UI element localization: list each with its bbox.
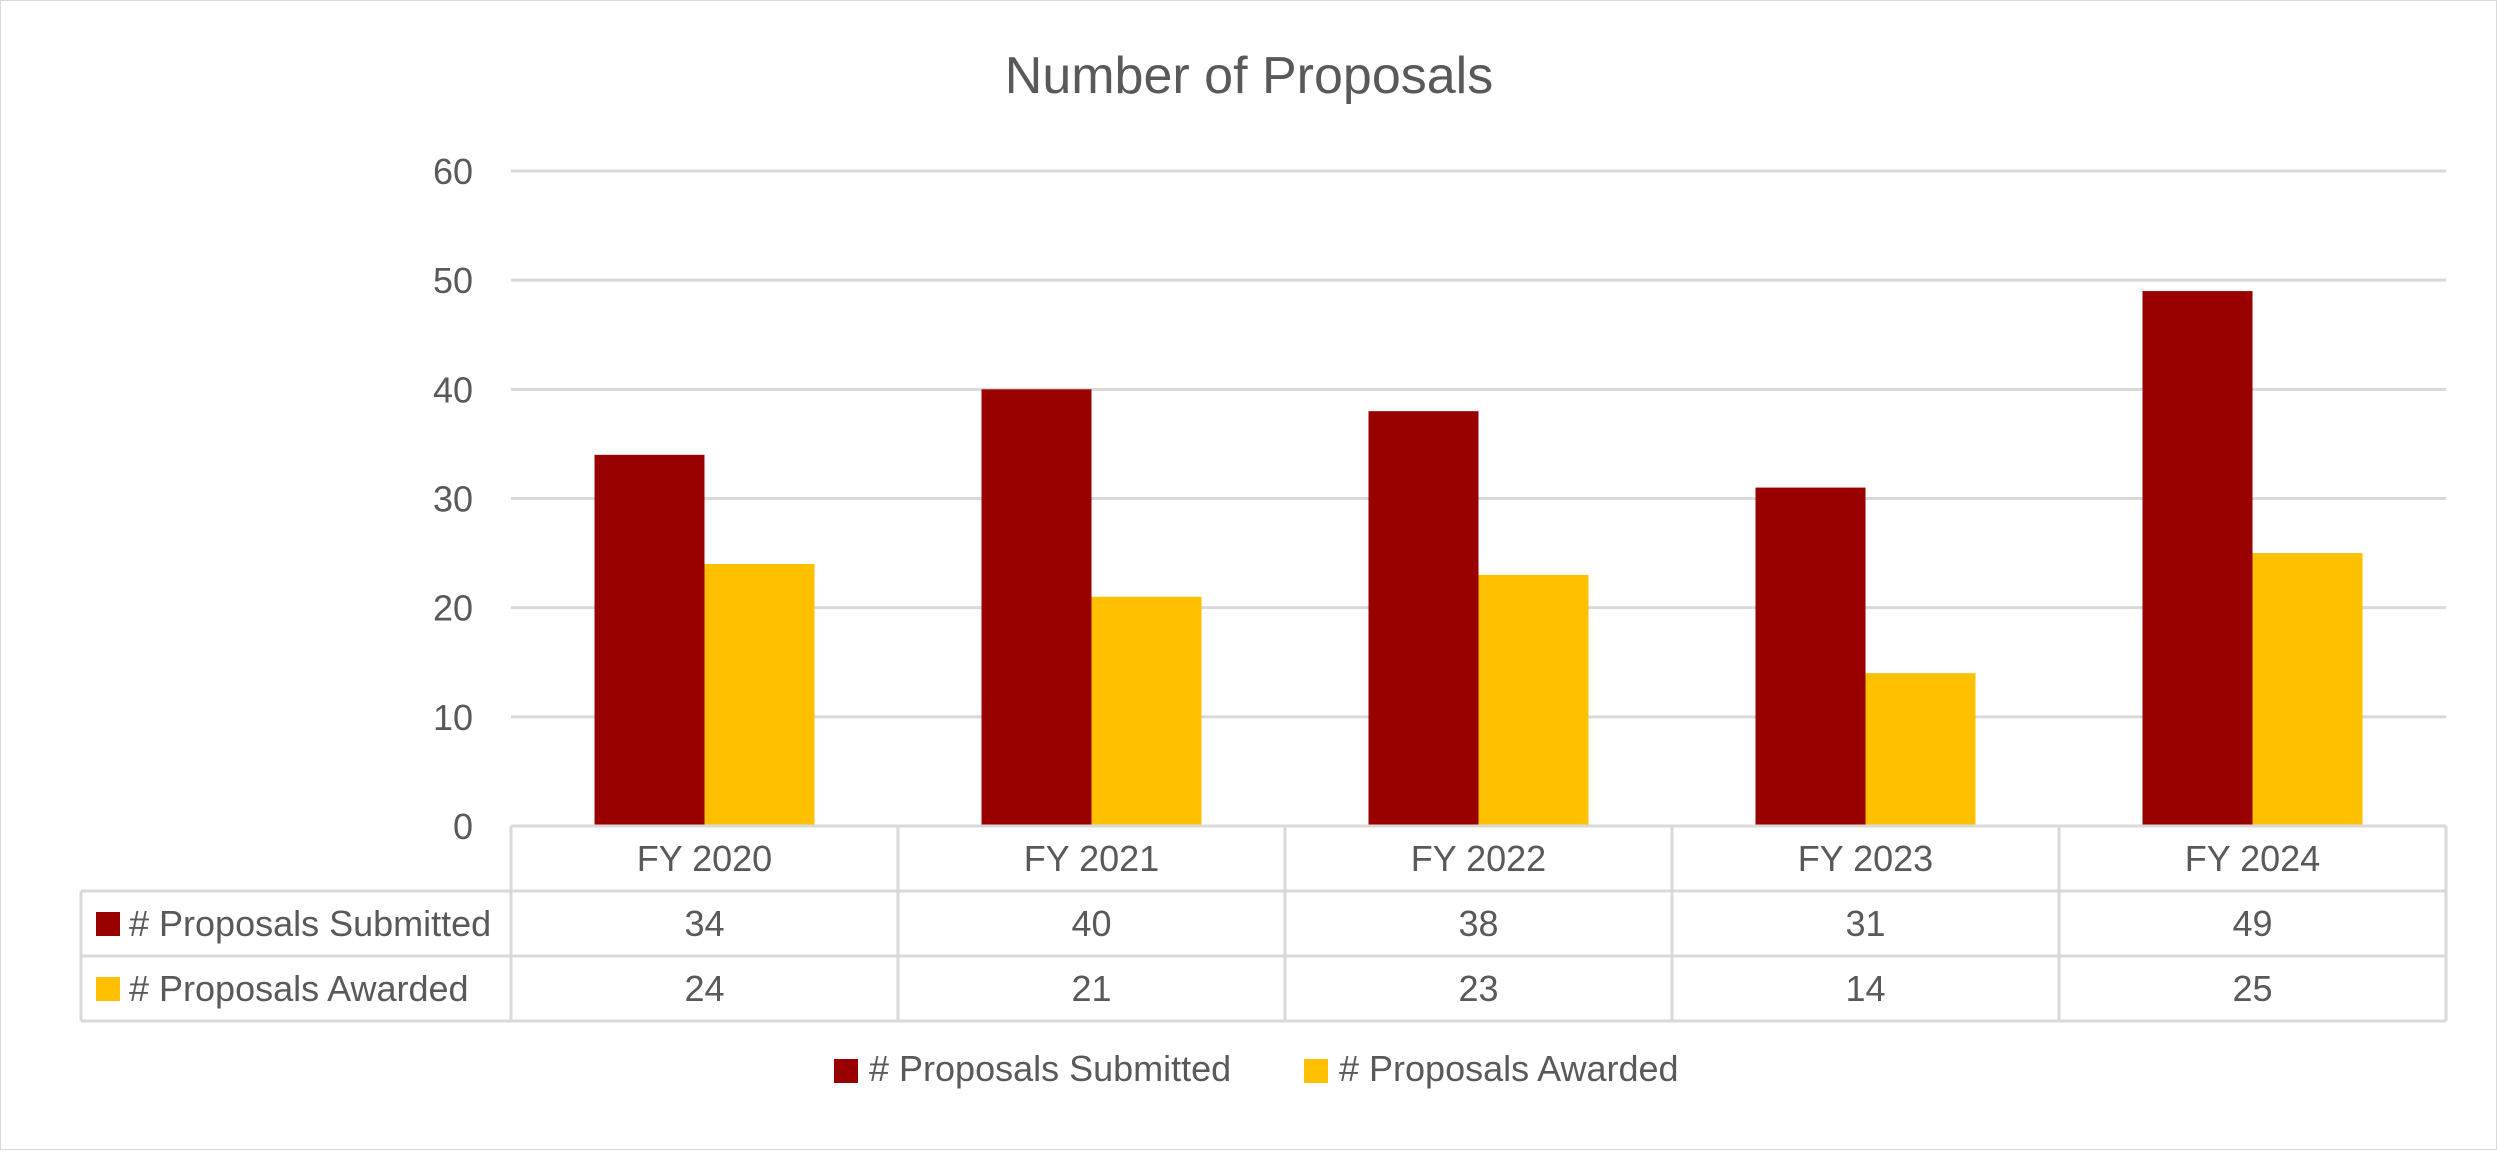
x-tick-label: FY 2020	[637, 838, 772, 879]
bar-awarded	[1091, 596, 1202, 826]
data-label: 14	[1845, 968, 1885, 1009]
y-tick-label: 40	[433, 369, 473, 410]
table-series-label: # Proposals Awarded	[129, 968, 469, 1009]
bar-awarded	[2252, 553, 2363, 826]
table-legend-swatch	[96, 912, 120, 936]
x-tick-label: FY 2023	[1798, 838, 1933, 879]
y-tick-label: 0	[453, 806, 473, 847]
data-label: 21	[1071, 968, 1111, 1009]
data-label: 31	[1845, 903, 1885, 944]
chart-title: Number of Proposals	[1005, 47, 1493, 105]
y-tick-label: 30	[433, 479, 473, 520]
table-legend-swatch	[96, 977, 120, 1001]
y-tick-label: 50	[433, 260, 473, 301]
x-tick-label: FY 2022	[1411, 838, 1546, 879]
legend: # Proposals Submitted # Proposals Awarded	[834, 1048, 1679, 1089]
bar-awarded	[1865, 673, 1976, 826]
data-label: 49	[2232, 903, 2272, 944]
data-label: 34	[684, 903, 724, 944]
y-tick-label: 60	[433, 151, 473, 192]
bar-submitted	[1755, 487, 1866, 826]
bar-awarded	[704, 564, 815, 826]
data-label: 40	[1071, 903, 1111, 944]
bars	[594, 291, 2363, 826]
legend-swatch	[834, 1059, 858, 1083]
y-tick-label: 20	[433, 588, 473, 629]
data-table: FY 2020 FY 2021 FY 2022 FY 2023 FY 2024 # Pro…	[79, 824, 2448, 1023]
bar-awarded	[1478, 574, 1589, 826]
y-tick-label: 10	[433, 697, 473, 738]
data-label: 23	[1458, 968, 1498, 1009]
bar-submitted	[2142, 291, 2253, 826]
x-tick-label: FY 2024	[2185, 838, 2320, 879]
data-label: 24	[684, 968, 724, 1009]
legend-label: # Proposals Submitted	[869, 1048, 1231, 1089]
x-tick-label: FY 2021	[1024, 838, 1159, 879]
bar-submitted	[981, 389, 1092, 826]
data-label: 25	[2232, 968, 2272, 1009]
y-axis-ticks: 0 10 20 30 40 50 60	[433, 151, 473, 847]
legend-swatch	[1304, 1059, 1328, 1083]
bar-submitted	[594, 454, 705, 826]
bar-submitted	[1368, 411, 1479, 826]
table-series-label: # Proposals Submitted	[129, 903, 491, 944]
legend-label: # Proposals Awarded	[1339, 1048, 1679, 1089]
data-label: 38	[1458, 903, 1498, 944]
